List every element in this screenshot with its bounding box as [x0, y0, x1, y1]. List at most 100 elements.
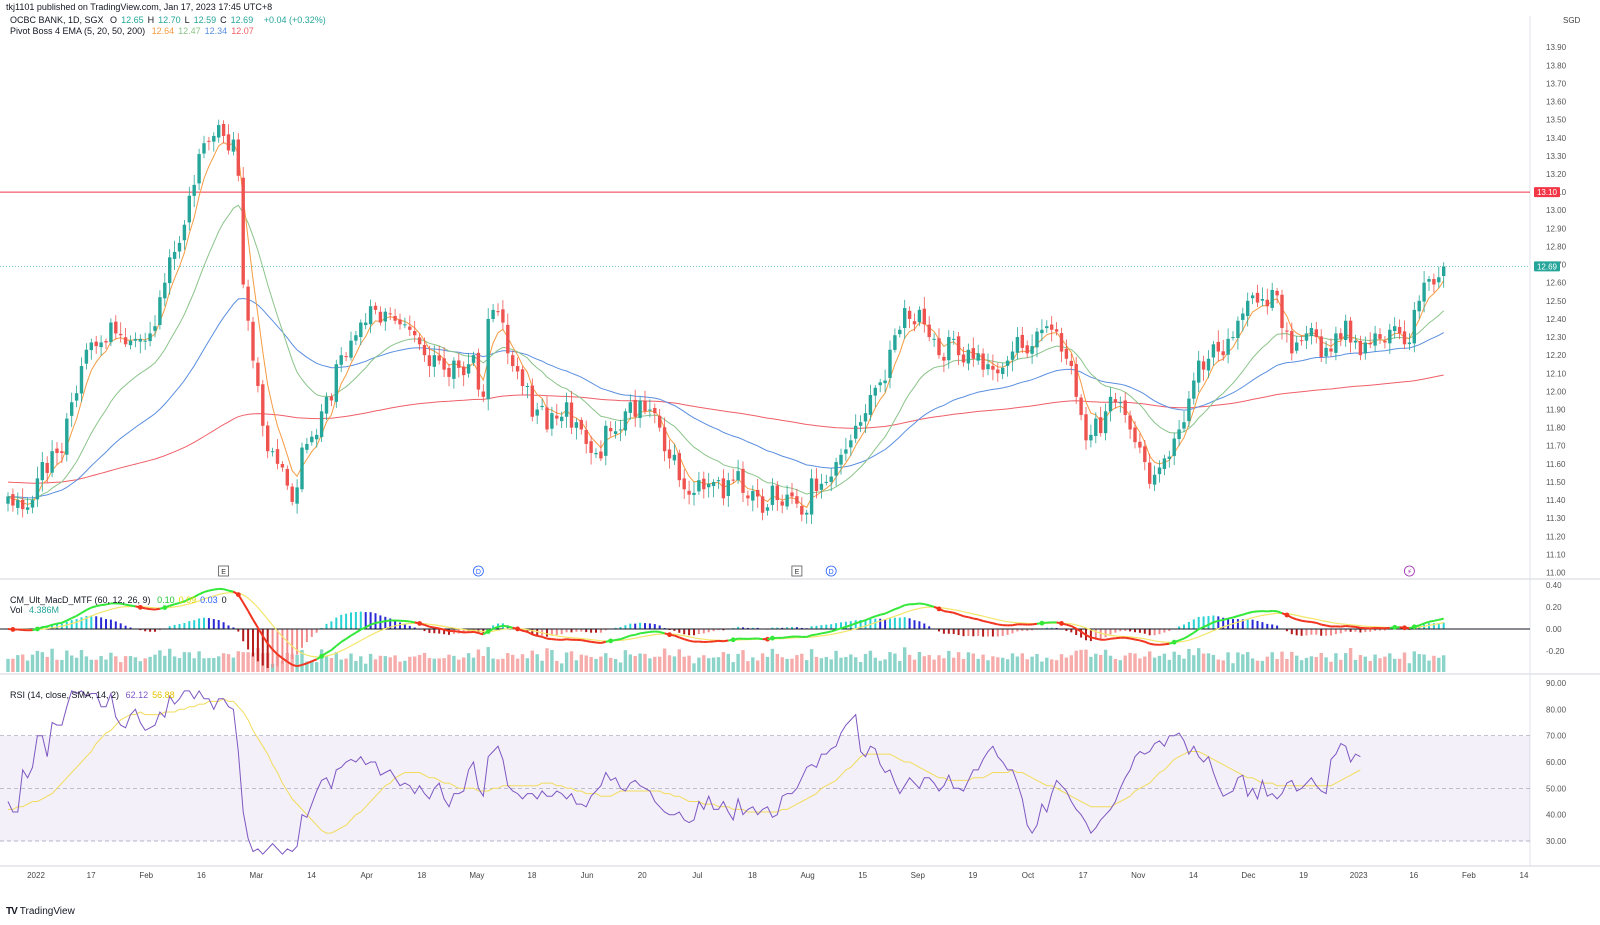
- candle: [1153, 466, 1156, 491]
- volume-bar: [85, 656, 88, 672]
- macd-line-segment: [900, 605, 905, 607]
- volume-bar: [1261, 661, 1264, 672]
- candle-body: [609, 428, 612, 431]
- candle-body: [1271, 290, 1274, 308]
- macd-histogram-bar: [291, 629, 293, 659]
- candle-body: [114, 322, 117, 334]
- macd-line-segment: [915, 604, 920, 605]
- candle-body: [1075, 364, 1078, 397]
- candle: [398, 314, 401, 330]
- volume-bar: [482, 656, 485, 672]
- candle: [1305, 326, 1308, 349]
- macd-histogram-bar: [218, 620, 220, 629]
- macd-line-segment: [1341, 626, 1346, 627]
- time-tick-label: 19: [1299, 871, 1308, 880]
- candle-body: [109, 323, 112, 343]
- volume-bar: [1040, 662, 1043, 672]
- macd-line-segment: [199, 592, 204, 594]
- candles-layer[interactable]: [6, 120, 1445, 524]
- macd-histogram-bar: [1159, 629, 1161, 634]
- macd-line-segment: [993, 623, 998, 624]
- macd-histogram-bar: [1110, 629, 1112, 634]
- candle-body: [99, 342, 102, 347]
- volume-bar: [687, 656, 690, 672]
- candle: [354, 331, 357, 345]
- candle-body: [697, 480, 700, 491]
- macd-line-segment: [503, 626, 508, 627]
- volume-bar: [531, 651, 534, 672]
- macd-line-segment: [998, 624, 1003, 625]
- candle-body: [55, 449, 58, 453]
- candle-body: [874, 388, 877, 396]
- candle-body: [163, 283, 166, 299]
- volume-bar: [1148, 651, 1151, 672]
- macd-line-segment: [964, 616, 969, 617]
- volume-bar: [462, 657, 465, 672]
- volume-legend[interactable]: Vol 4.386M: [10, 605, 63, 616]
- volume-bar: [815, 657, 818, 672]
- candle-body: [1202, 361, 1205, 369]
- macd-line-segment: [508, 627, 513, 628]
- candle: [942, 353, 945, 372]
- candle-body: [1050, 325, 1053, 330]
- candle: [291, 483, 294, 505]
- candle-body: [447, 368, 450, 377]
- macd-histogram-bar: [825, 625, 827, 629]
- price-tick-label: 13.90: [1546, 43, 1567, 52]
- macd-histogram-bar: [992, 629, 994, 637]
- macd-value: 0.09: [179, 595, 197, 605]
- candle-body: [1192, 381, 1195, 399]
- volume-bar: [1300, 660, 1303, 672]
- candle: [104, 338, 107, 349]
- volume-bar: [1344, 653, 1347, 672]
- candle-body: [46, 463, 49, 473]
- candle: [60, 443, 63, 463]
- macd-histogram-bar: [384, 617, 386, 629]
- tradingview-brand[interactable]: TV TradingView: [6, 906, 75, 917]
- candle: [570, 391, 573, 434]
- volume-bar: [888, 652, 891, 672]
- volume-bar: [398, 662, 401, 672]
- volume-bar: [144, 658, 147, 672]
- macd-histogram-bar: [1007, 629, 1009, 635]
- candle-body: [972, 348, 975, 359]
- candle: [6, 492, 9, 511]
- candle: [1173, 433, 1176, 465]
- macd-histogram-bar: [923, 624, 925, 629]
- time-tick-label: 18: [417, 871, 426, 880]
- candle: [1231, 331, 1234, 340]
- candle-body: [957, 336, 960, 355]
- macd-histogram-bar: [399, 623, 401, 629]
- volume-bar: [923, 656, 926, 672]
- candle: [1212, 341, 1215, 365]
- candle-body: [496, 311, 499, 312]
- time-tick-label: 2023: [1350, 871, 1368, 880]
- macd-line-segment: [586, 641, 591, 642]
- candle: [124, 328, 127, 347]
- macd-line-segment: [523, 631, 528, 632]
- candle-body: [1275, 291, 1278, 296]
- macd-line-segment: [331, 646, 336, 650]
- macd-line-segment: [581, 640, 586, 641]
- candle: [320, 404, 323, 442]
- volume-bar: [153, 655, 156, 672]
- volume-bar: [344, 659, 347, 672]
- macd-line-segment: [1414, 625, 1419, 626]
- price-tick-label: 11.70: [1546, 442, 1566, 451]
- volume-bar: [550, 650, 553, 672]
- price-tick-label: 12.50: [1546, 297, 1567, 306]
- macd-line-segment: [635, 633, 640, 634]
- candle: [746, 490, 749, 505]
- macd-line-segment: [782, 637, 787, 638]
- time-tick-label: Mar: [250, 871, 264, 880]
- volume-bar: [1398, 659, 1401, 672]
- macd-line-segment: [1248, 612, 1253, 613]
- candle-body: [1437, 277, 1440, 282]
- candle: [634, 390, 637, 427]
- macd-line-segment: [204, 591, 209, 592]
- candle: [663, 418, 666, 462]
- candle-body: [996, 370, 999, 374]
